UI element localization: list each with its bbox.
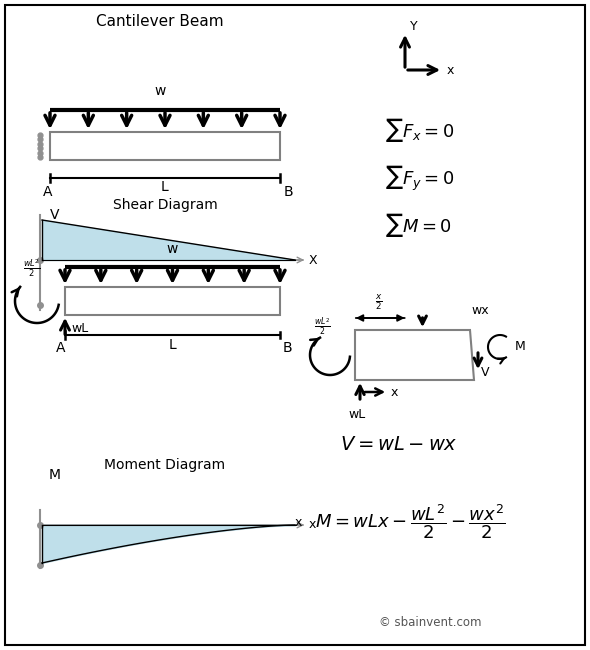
Text: B: B <box>282 341 292 355</box>
Text: x: x <box>294 515 301 528</box>
Text: x: x <box>309 519 316 532</box>
Text: w: w <box>167 242 178 256</box>
Text: x: x <box>447 64 454 77</box>
Text: X: X <box>309 254 317 266</box>
Text: wx: wx <box>471 304 489 317</box>
Text: M: M <box>49 468 61 482</box>
Text: $\sum F_y = 0$: $\sum F_y = 0$ <box>385 163 455 192</box>
Text: © sbainvent.com: © sbainvent.com <box>379 616 481 629</box>
Text: Y: Y <box>410 21 418 34</box>
Bar <box>65 287 280 315</box>
Text: wL: wL <box>348 408 366 421</box>
Text: V: V <box>481 365 490 378</box>
Text: Moment Diagram: Moment Diagram <box>104 458 225 472</box>
Text: $M = wLx - \dfrac{wL^2}{2} - \dfrac{wx^2}{2}$: $M = wLx - \dfrac{wL^2}{2} - \dfrac{wx^2… <box>315 502 506 541</box>
Text: B: B <box>283 185 293 199</box>
Text: $\frac{wL^2}{2}$: $\frac{wL^2}{2}$ <box>23 257 41 279</box>
Text: w: w <box>155 84 166 98</box>
Text: Cantilever Beam: Cantilever Beam <box>96 14 224 29</box>
Text: x: x <box>391 385 398 398</box>
Polygon shape <box>42 220 295 260</box>
Bar <box>50 132 280 160</box>
Text: L: L <box>169 338 176 352</box>
Text: $\sum M = 0$: $\sum M = 0$ <box>385 211 452 239</box>
Text: Shear Diagram: Shear Diagram <box>113 198 217 212</box>
Text: A: A <box>56 341 65 355</box>
Text: L: L <box>161 180 169 194</box>
Text: $\frac{x}{2}$: $\frac{x}{2}$ <box>375 292 383 312</box>
Text: V: V <box>50 208 60 222</box>
Text: $V = wL - wx$: $V = wL - wx$ <box>340 436 458 454</box>
Text: wL: wL <box>71 322 88 335</box>
Text: $\sum F_x = 0$: $\sum F_x = 0$ <box>385 116 455 144</box>
Text: M: M <box>515 341 526 354</box>
Text: $\frac{wL^2}{2}$: $\frac{wL^2}{2}$ <box>313 317 330 337</box>
Text: A: A <box>43 185 53 199</box>
